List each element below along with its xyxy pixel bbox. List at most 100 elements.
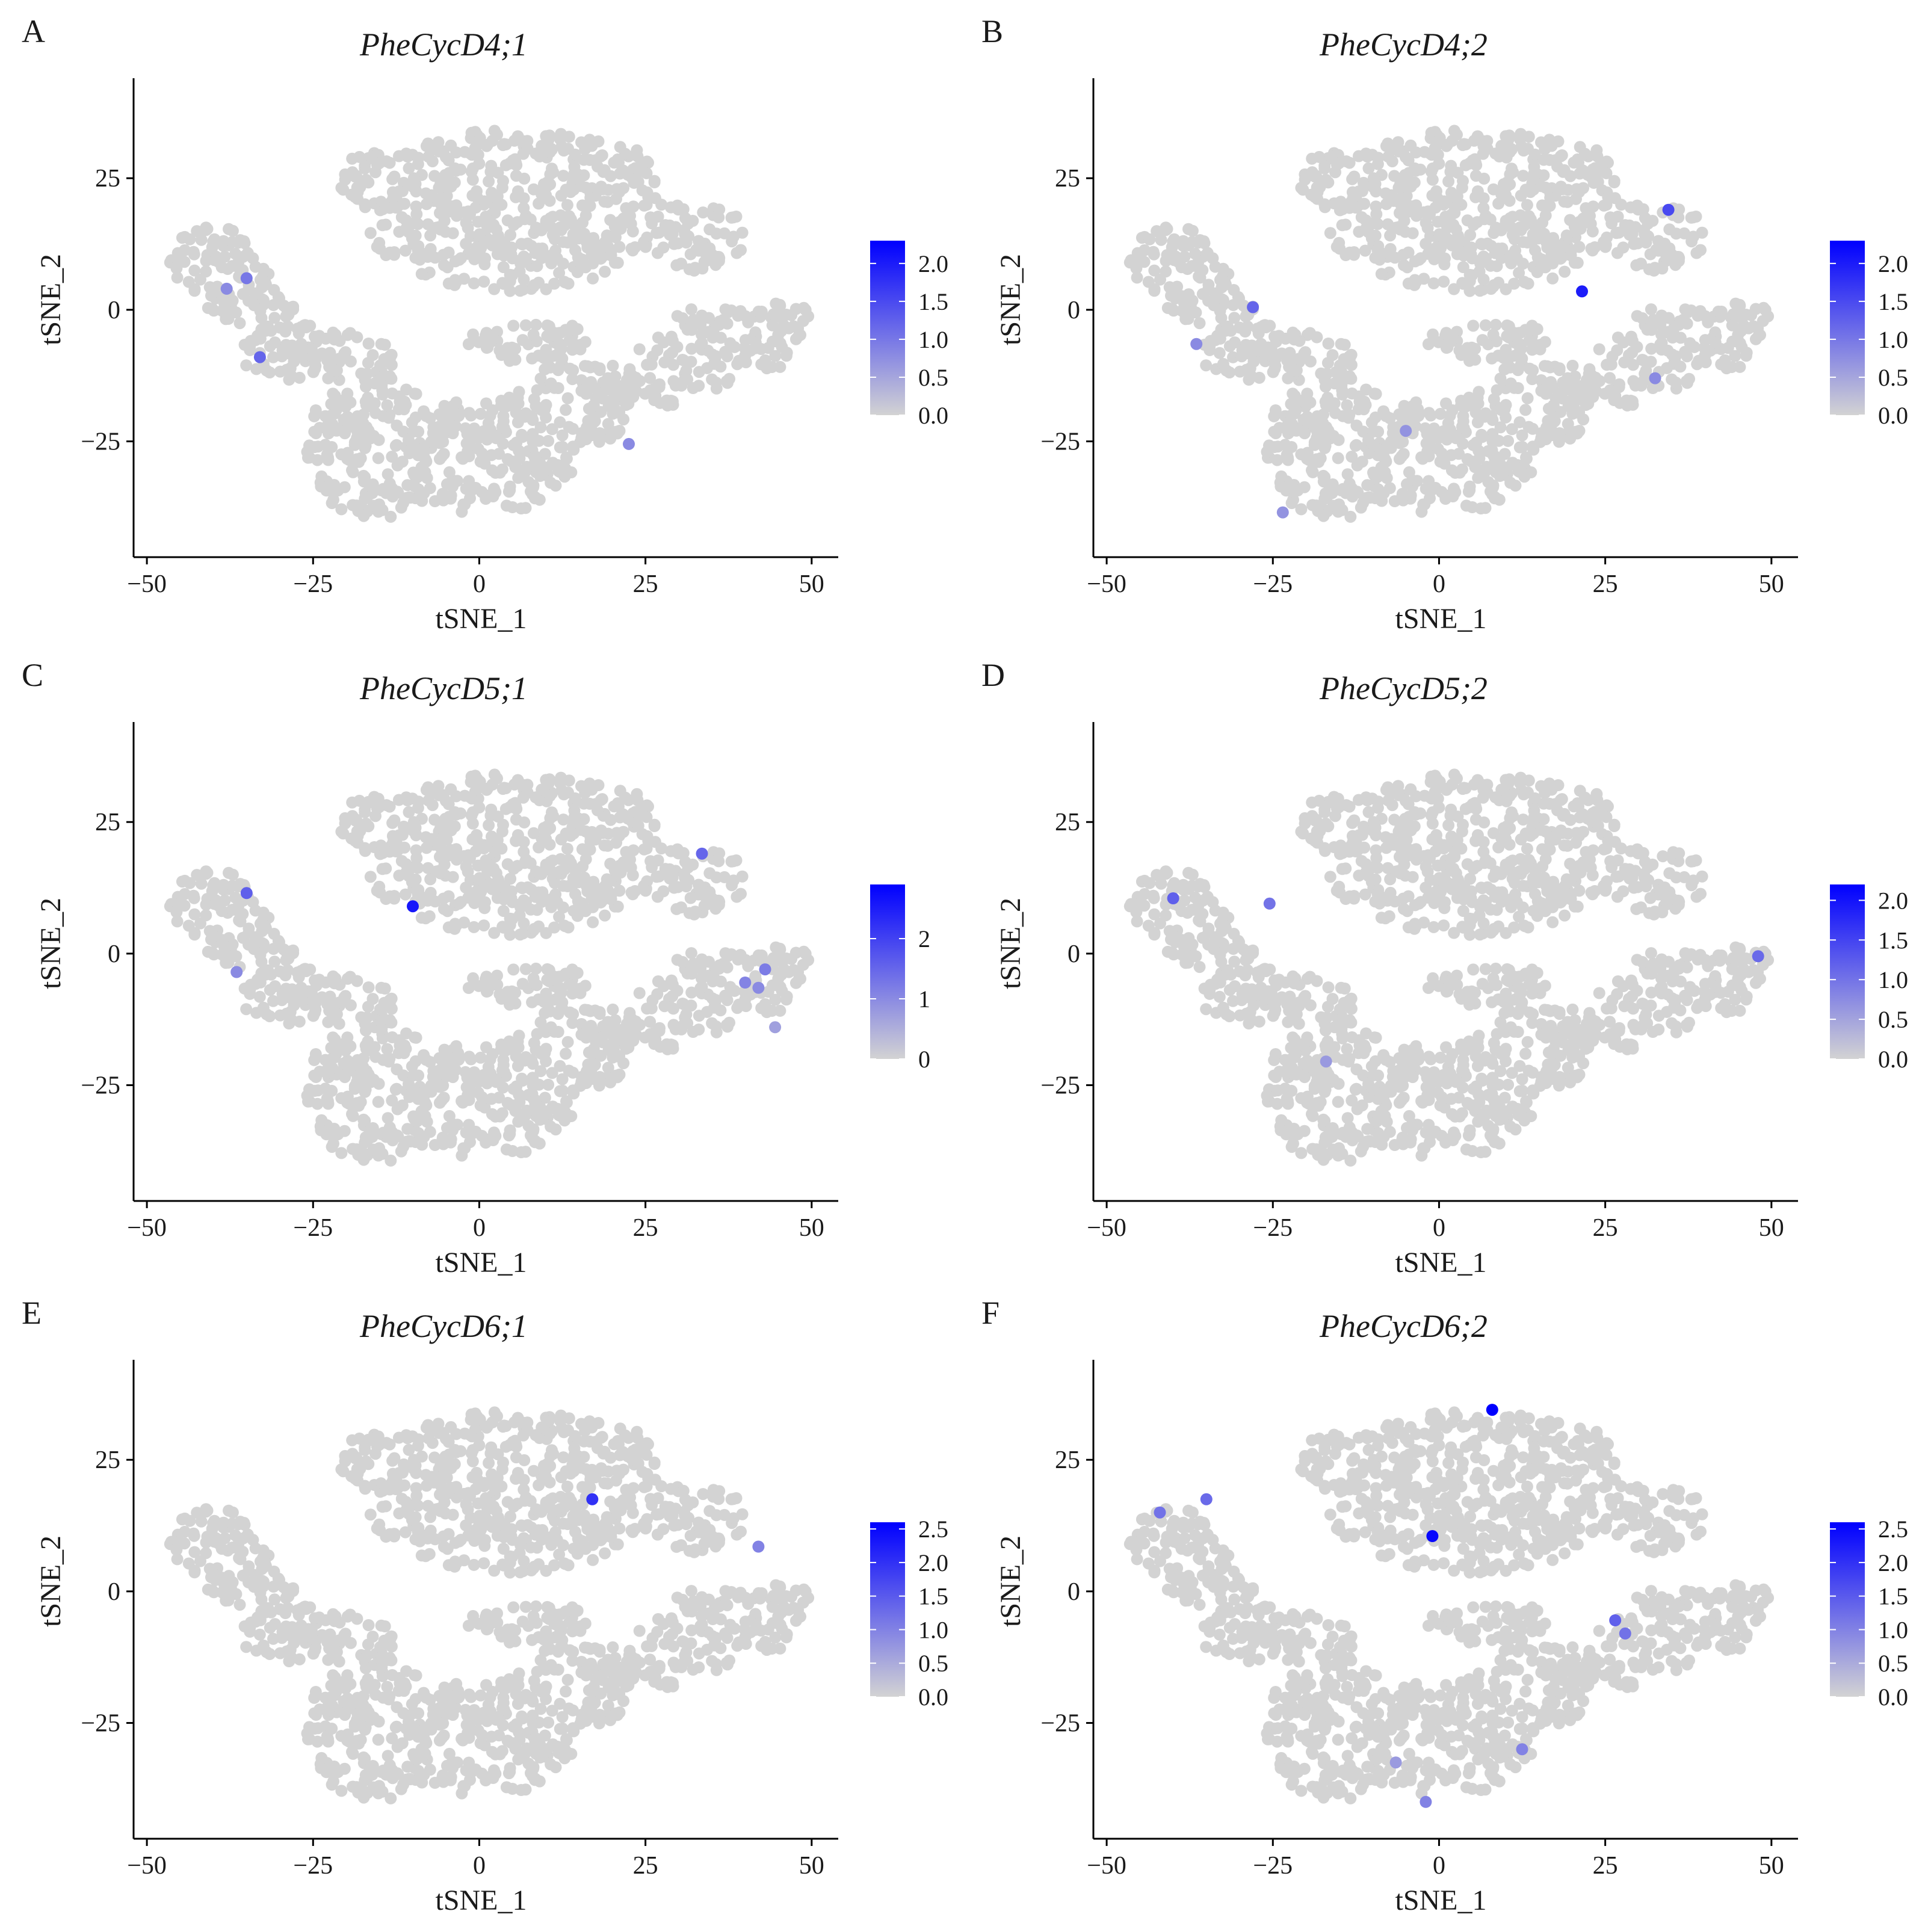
cell-point — [305, 342, 318, 355]
cell-point — [265, 324, 277, 337]
cell-point — [184, 233, 196, 245]
cell-point — [187, 245, 200, 258]
cell-point — [676, 312, 689, 324]
x-tick-label: 0 — [473, 1214, 486, 1242]
cell-point — [474, 455, 487, 468]
cell-point — [545, 1021, 557, 1034]
cell-point — [625, 886, 638, 899]
cell-point — [378, 353, 391, 365]
cell-point — [1516, 429, 1528, 442]
cell-point — [439, 180, 452, 193]
cell-point — [425, 436, 437, 448]
cell-point — [1261, 446, 1273, 458]
cell-point — [1362, 226, 1375, 238]
cell-point — [774, 360, 786, 373]
cell-point — [359, 198, 371, 211]
panels-root: A PheCycD4;1−50 −25 0 25 50250−25tSNE_1tSNE_2… — [22, 13, 1908, 1916]
cell-point — [474, 1099, 487, 1112]
legend-colorbar — [870, 241, 905, 415]
cell-point — [403, 162, 415, 174]
cell-point — [439, 824, 452, 836]
cell-point — [1478, 172, 1491, 185]
cell-point — [576, 253, 589, 266]
cell-point — [510, 1050, 522, 1063]
cell-point — [1444, 165, 1457, 178]
cell-point — [1536, 253, 1548, 266]
cell-point — [437, 903, 450, 915]
cell-point — [362, 981, 375, 993]
cell-point — [425, 189, 438, 202]
cell-point — [560, 184, 572, 196]
cell-point — [1678, 227, 1690, 239]
cell-point — [285, 369, 297, 381]
cell-point — [499, 159, 512, 171]
cell-point — [767, 308, 780, 321]
cell-point — [1479, 319, 1492, 332]
cell-point — [1699, 349, 1711, 362]
cell-point — [749, 336, 762, 349]
cell-point — [493, 431, 505, 444]
cell-point — [1611, 344, 1624, 357]
cell-point — [513, 909, 526, 922]
cell-point — [383, 156, 396, 169]
cell-point — [544, 856, 557, 868]
cell-point — [1520, 451, 1532, 464]
cell-point — [783, 322, 795, 335]
cell-point — [1670, 376, 1682, 389]
cell-point — [250, 978, 262, 990]
cell-point — [651, 988, 664, 1001]
cell-point — [1587, 200, 1599, 213]
cell-point — [1519, 404, 1532, 416]
y-tick-label: −25 — [81, 1072, 120, 1100]
cell-point — [640, 199, 653, 211]
cell-point — [567, 364, 579, 377]
cell-point — [187, 889, 200, 902]
cell-point — [679, 856, 691, 868]
cell-point — [530, 318, 542, 331]
cell-point — [348, 191, 361, 203]
cell-point — [581, 360, 594, 372]
cell-point — [1372, 483, 1385, 496]
cell-point — [401, 1123, 414, 1135]
cell-point — [348, 436, 361, 449]
cell-point — [1335, 379, 1348, 392]
cell-point — [513, 265, 526, 278]
cell-point — [676, 955, 689, 968]
cell-point — [587, 916, 599, 928]
cell-point — [463, 433, 476, 445]
expressing-cell-point — [1190, 338, 1203, 350]
cell-point — [556, 440, 569, 453]
cell-point — [383, 412, 395, 424]
cell-point — [253, 990, 266, 1003]
cell-point — [328, 977, 341, 990]
cell-point — [481, 1077, 493, 1090]
cell-point — [1631, 237, 1644, 250]
cell-point — [569, 888, 581, 901]
cell-point — [582, 199, 595, 211]
cell-point — [459, 1066, 472, 1078]
cell-point — [592, 160, 604, 173]
cell-point — [667, 359, 679, 371]
cell-point — [1469, 156, 1482, 169]
cell-point — [1386, 155, 1398, 168]
cell-point — [382, 468, 394, 481]
cell-point — [240, 1003, 253, 1016]
cell-point — [1492, 197, 1505, 210]
cell-point — [200, 255, 212, 267]
cell-point — [543, 194, 556, 207]
cell-point — [1371, 158, 1384, 170]
cell-point — [546, 423, 558, 436]
cell-point — [547, 970, 560, 983]
cell-point — [466, 190, 479, 202]
cell-point — [632, 819, 644, 832]
cell-point — [507, 439, 520, 451]
cell-point — [1599, 241, 1611, 253]
cell-point — [359, 803, 371, 816]
cell-point — [727, 855, 740, 868]
cell-point — [440, 190, 453, 202]
cell-point — [220, 313, 232, 326]
panel-b: B PheCycD4;2−50 −25 0 25 50250−25tSNE_1tSNE_2… — [981, 13, 1908, 635]
cell-point — [426, 799, 439, 812]
cell-point — [627, 390, 640, 403]
cell-point — [1438, 258, 1451, 271]
